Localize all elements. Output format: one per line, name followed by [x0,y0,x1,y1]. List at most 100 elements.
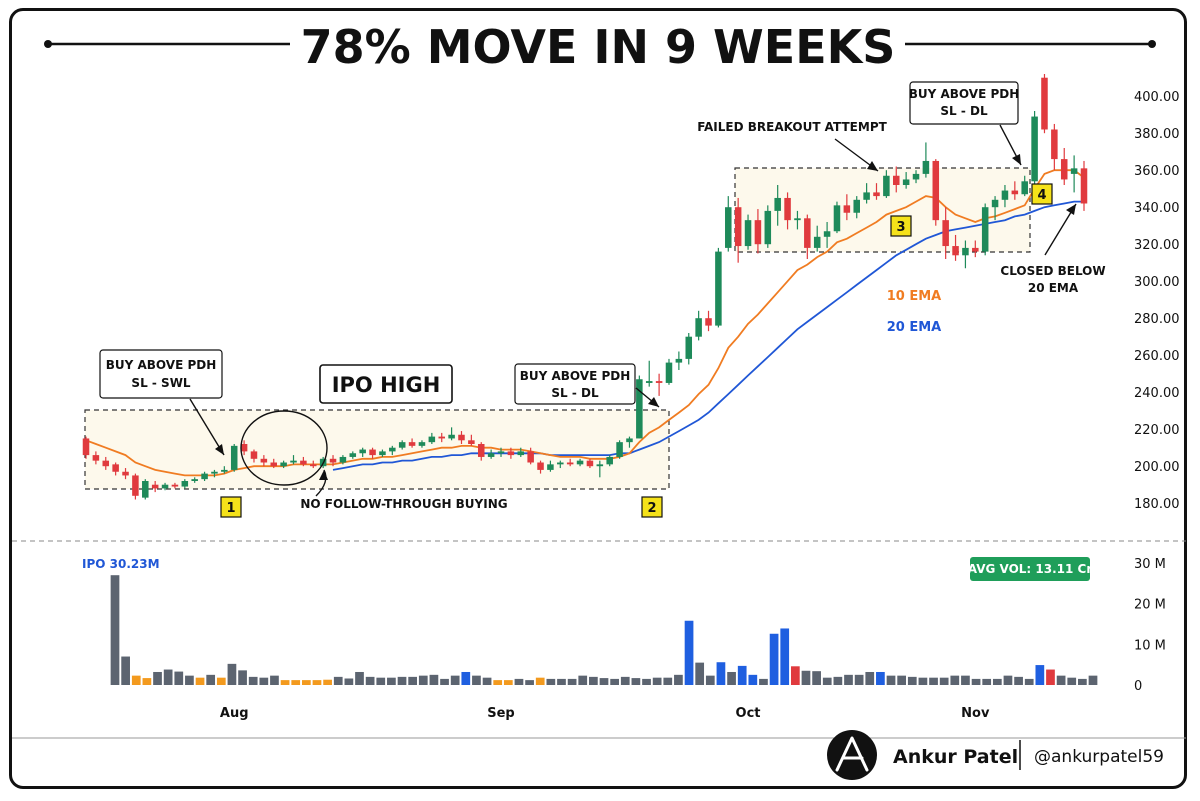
candle-body [389,447,396,452]
candle [151,481,159,493]
candle [112,462,119,476]
candle-body [1031,116,1038,182]
volume-bar [472,675,481,685]
candle-body [201,473,208,480]
candle-body [369,449,376,456]
volume-bar [1046,669,1055,685]
candle [547,460,554,472]
author-handle: @ankurpatel59 [1034,747,1164,767]
candle [586,458,594,469]
volume-bar [748,674,758,685]
candle [1051,123,1058,171]
candle-body [310,464,317,467]
volume-bar [546,678,556,685]
candle [300,456,307,467]
candle [1011,181,1019,200]
candle [794,210,801,230]
volume-bar [822,677,832,685]
candle-body [794,218,801,221]
candle-body [1001,190,1009,200]
candle-body [221,469,228,472]
volume-bars [110,575,1098,685]
candle [764,205,772,248]
volume-bar [1088,675,1098,685]
candle-body [843,205,851,213]
volume-tick-label: 30 M [1134,557,1166,572]
badge-3: 3 [890,215,912,237]
volume-bar [206,674,216,685]
candle [280,460,287,469]
candle-body [902,179,910,185]
candle [250,449,258,463]
volume-bar [461,671,471,685]
badge-box [1031,183,1053,205]
candle-body [1070,168,1078,174]
volume-bar [440,678,449,685]
annotation-buy-pdh-1: BUY ABOVE PDH SL - SWL [99,349,225,456]
annotation-box [909,81,1019,125]
volume-bar [131,675,141,685]
candle-body [92,455,100,461]
volume-bar [844,674,853,685]
candle-body [537,462,544,470]
candle [487,449,495,459]
volume-bar [961,675,970,685]
price-axis: 180.00 200.00 220.00 240.00 260.00 280.00 300.… [1134,90,1180,512]
candle-body [547,464,554,470]
candles [82,74,1088,500]
volume-bar [227,663,237,685]
candle [616,440,623,459]
arrow-head [1066,204,1076,215]
title-rule-left-dot [44,40,52,48]
price-tick-label: 360.00 [1134,164,1180,179]
candle [645,360,653,387]
candle-body [725,207,732,248]
candle [102,456,110,470]
candle-body [784,197,791,221]
candle [863,183,870,204]
ema10-label: 10 EMA [887,289,942,304]
volume-bar [567,678,577,685]
candle-body [171,484,179,487]
volume-bar [929,677,938,685]
no-follow-label: NO FOLLOW-THROUGH BUYING [300,497,507,511]
volume-bar [1003,675,1013,685]
candle-body [557,462,564,465]
candle-body [991,199,999,208]
volume-bar [876,671,885,685]
candle-body [122,471,129,476]
candle-body [359,449,366,454]
volume-bar [812,671,821,685]
candle-body [705,318,712,326]
candle [655,373,663,396]
price-tick-label: 180.00 [1134,497,1180,512]
annotation-no-follow-through: NO FOLLOW-THROUGH BUYING [240,410,508,511]
candle [221,466,228,474]
volume-bar [355,671,364,685]
volume-bar [674,674,683,685]
candle-body [804,218,811,248]
volume-bar [418,675,428,685]
candle [398,440,406,450]
candle-body [517,451,525,456]
candle-body [1041,77,1048,130]
candle [626,436,633,448]
price-tick-label: 400.00 [1134,90,1180,105]
annotation-line-2: SL - SWL [131,376,191,390]
volume-bar [535,677,545,685]
candle [1060,148,1068,185]
candle [82,436,90,459]
volume-bar [620,676,630,685]
candle-body [922,160,930,174]
candle [339,455,347,465]
candle [181,479,189,489]
badge-number: 1 [226,501,235,516]
consolidation-box [734,167,1031,253]
annotation-buy-pdh-3: BUY ABOVE PDH SL - DL [909,81,1022,166]
candle-body [329,458,337,463]
badge-2: 2 [641,496,663,518]
volume-bar [397,676,407,685]
candle-body [1021,181,1028,195]
ema10-line [85,169,1085,477]
candle-body [379,451,386,456]
